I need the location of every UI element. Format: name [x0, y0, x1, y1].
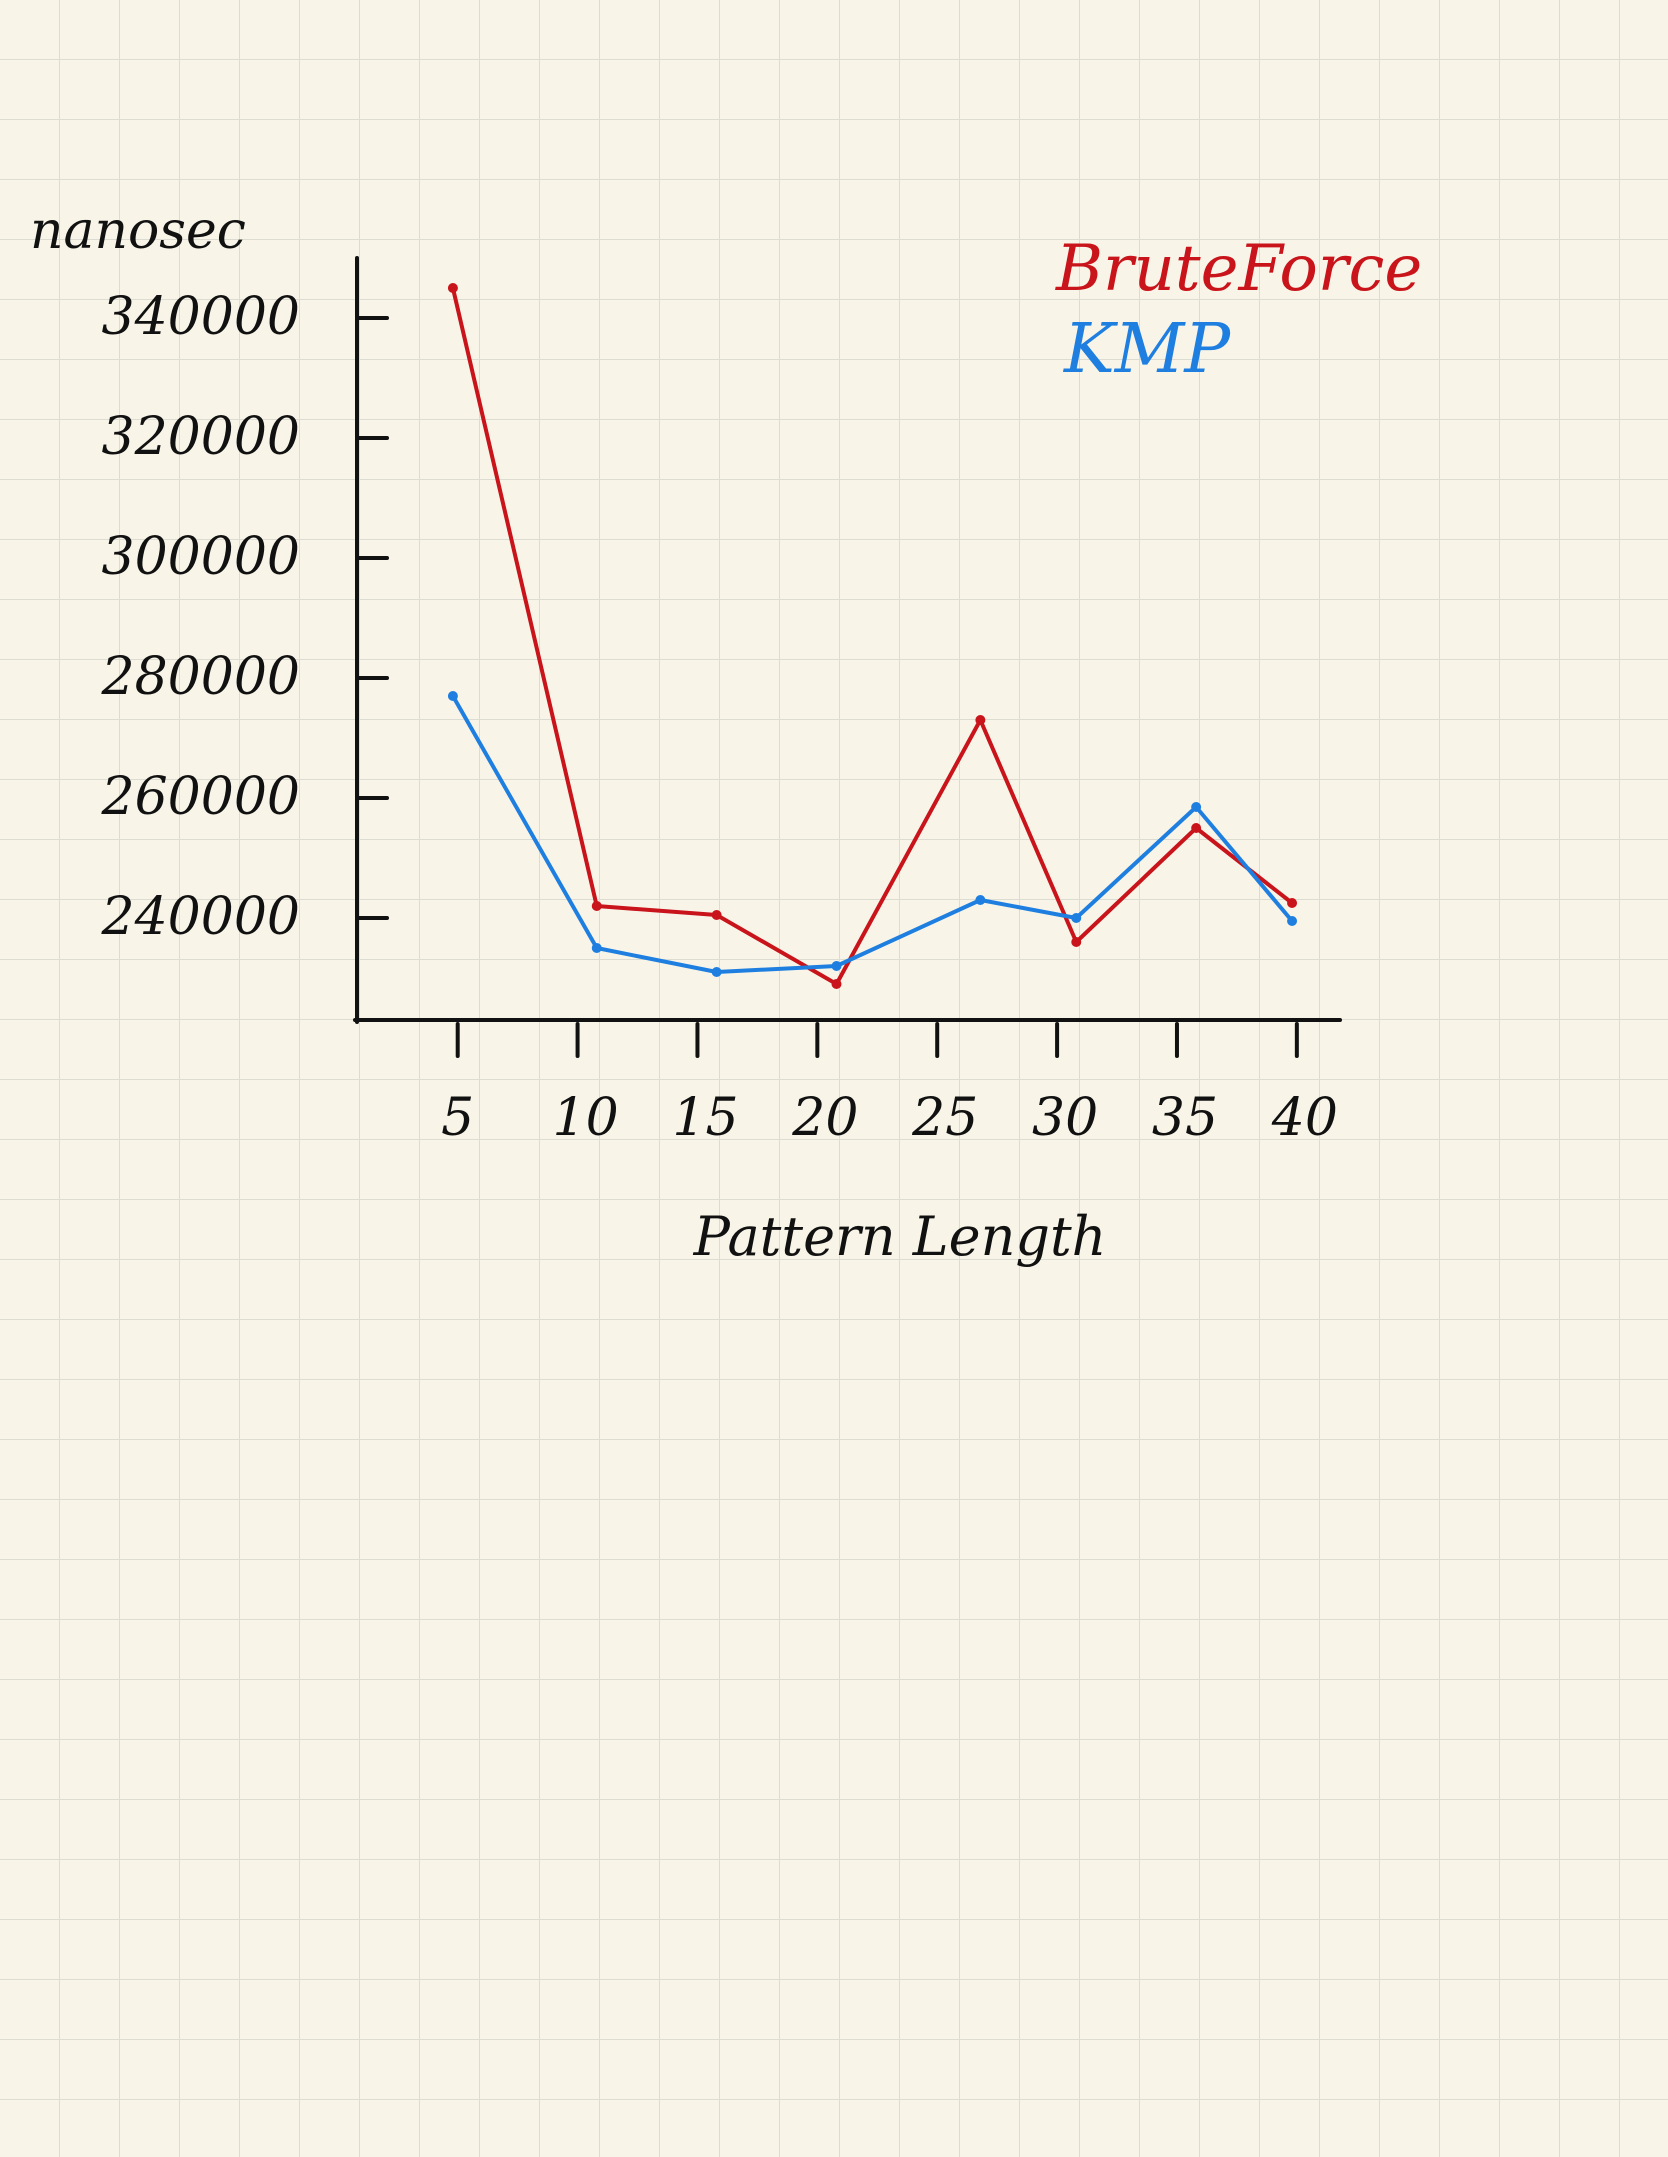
legend-entry-bruteforce: BruteForce	[1055, 232, 1422, 306]
series-layer	[447, 283, 1298, 989]
x-tick-label: 20	[791, 1088, 858, 1148]
series-line-kmp	[450, 694, 1295, 974]
data-point-kmp	[1191, 802, 1202, 812]
axes	[353, 256, 1342, 1024]
data-point-bruteforce	[1071, 937, 1082, 947]
data-point-bruteforce	[1191, 823, 1202, 833]
data-point-bruteforce	[975, 715, 986, 725]
x-tick-label: 10	[552, 1088, 618, 1148]
series-line-bruteforce	[450, 286, 1295, 986]
data-point-kmp	[1287, 916, 1298, 926]
y-tick-label: 320000	[101, 407, 300, 467]
legend-entry-kmp: KMP	[1062, 310, 1231, 389]
x-axis-label: Pattern Length	[693, 1205, 1107, 1268]
y-tick-label: 280000	[100, 647, 300, 707]
y-axis-label: nanosec	[30, 201, 246, 261]
data-point-kmp	[447, 691, 458, 701]
data-point-kmp	[831, 961, 842, 971]
x-tick-label: 30	[1032, 1088, 1098, 1148]
x-tick-label: 15	[672, 1088, 738, 1148]
y-tick-label: 300000	[101, 527, 300, 587]
data-point-kmp	[975, 895, 986, 905]
data-point-bruteforce	[591, 901, 602, 911]
x-tick-label: 35	[1152, 1088, 1218, 1148]
data-point-kmp	[711, 967, 722, 977]
y-tick-label: 260000	[100, 767, 300, 827]
data-point-bruteforce	[447, 283, 458, 293]
y-tick-label: 340000	[101, 287, 300, 347]
data-point-bruteforce	[831, 979, 842, 989]
x-tick-label: 5	[441, 1088, 474, 1148]
y-tick-label: 240000	[100, 887, 300, 947]
x-tick-label: 25	[911, 1088, 978, 1148]
data-point-bruteforce	[1287, 898, 1298, 908]
data-point-bruteforce	[711, 910, 722, 920]
data-point-kmp	[591, 943, 602, 953]
data-point-kmp	[1071, 913, 1082, 923]
y-ticks: 240000 260000 280000 300000 320000 340000	[100, 287, 389, 947]
x-tick-label: 40	[1271, 1088, 1338, 1148]
x-ticks: 5 10 15 20 25 30 35 40	[441, 1022, 1338, 1148]
